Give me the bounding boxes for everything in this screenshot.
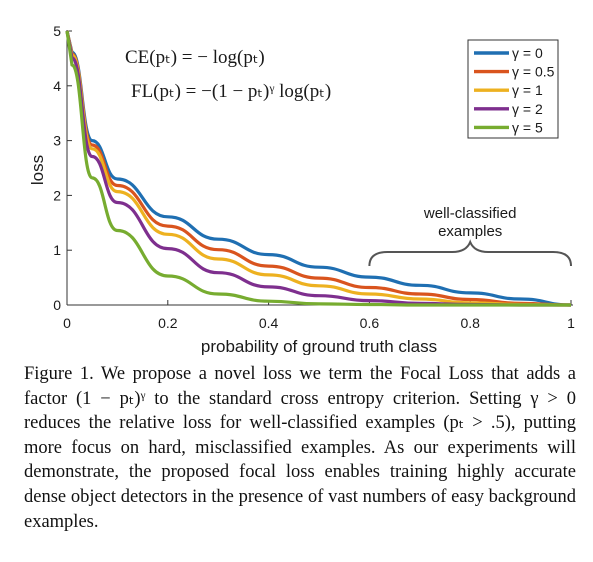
- legend-label: γ = 0.5: [512, 64, 555, 80]
- y-tick-label: 2: [53, 187, 61, 203]
- series-line-gamma-0: [65, 30, 572, 307]
- focal-loss-figure: 0 0.2 0.4 0.6 0.8 1 0 1 2 3 4 5 probability of groun…: [28, 23, 575, 355]
- x-tick-label: 0.2: [158, 315, 178, 331]
- figure-caption: Figure 1. We propose a novel loss we ter…: [24, 364, 576, 532]
- ce-formula: CE(pₜ) = − log(pₜ): [125, 47, 265, 68]
- x-tick-label: 1: [567, 315, 575, 331]
- legend: γ = 0 γ = 0.5 γ = 1 γ = 2 γ = 5: [467, 39, 559, 139]
- fl-formula: FL(pₜ) = −(1 − pₜ)ᵞ log(pₜ): [131, 81, 331, 102]
- series-lines: [65, 30, 572, 307]
- y-tick-label: 5: [53, 23, 61, 39]
- y-tick-label: 1: [53, 242, 61, 258]
- y-tick-label: 0: [53, 297, 61, 313]
- y-tick-label: 3: [53, 133, 61, 149]
- x-tick-label: 0.6: [360, 315, 380, 331]
- loss-chart: 0 0.2 0.4 0.6 0.8 1 0 1 2 3 4 5 probability of groun…: [28, 23, 575, 355]
- annotation-brace: [368, 239, 572, 267]
- series-line-gamma-1: [65, 30, 572, 307]
- y-axis-title: loss: [28, 155, 47, 185]
- x-tick-label: 0.8: [460, 315, 480, 331]
- x-axis-title: probability of ground truth class: [201, 337, 437, 355]
- legend-label: γ = 2: [512, 101, 543, 117]
- annotation-line-1: well-classified: [423, 205, 517, 222]
- y-tick-label: 4: [53, 78, 61, 94]
- x-tick-label: 0: [63, 315, 71, 331]
- x-tick-label: 0.4: [259, 315, 279, 331]
- legend-label: γ = 1: [512, 82, 543, 98]
- legend-label: γ = 0: [512, 45, 543, 61]
- series-line-gamma-5: [65, 30, 571, 307]
- annotation-line-2: examples: [438, 223, 502, 240]
- axes: 0 0.2 0.4 0.6 0.8 1 0 1 2 3 4 5 probability of groun…: [28, 23, 575, 355]
- well-classified-annotation: well-classified examples: [368, 205, 572, 267]
- legend-label: γ = 5: [512, 119, 543, 135]
